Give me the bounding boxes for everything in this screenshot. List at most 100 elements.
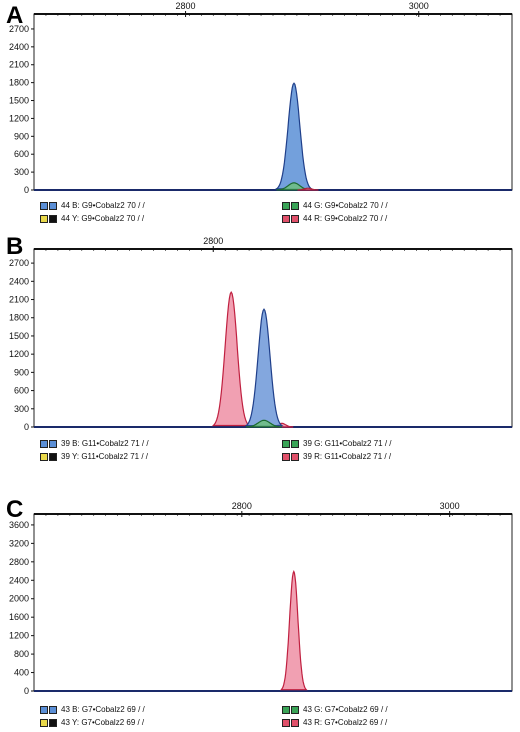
y-tick-label: 3200 (9, 538, 29, 548)
legend-swatch (291, 452, 299, 461)
legend-swatch (40, 214, 48, 223)
y-tick-label: 400 (14, 668, 29, 678)
legend-label: 44 Y: G9•Cobalz2 70 / / (61, 214, 145, 223)
y-tick-label: 1800 (9, 313, 29, 323)
legend-swatch (291, 718, 299, 727)
legend-swatch (291, 214, 299, 223)
legend-swatch (49, 718, 57, 727)
x-tick-label: 2800 (232, 501, 252, 511)
legend-swatch (49, 439, 57, 448)
y-tick-label: 1500 (9, 331, 29, 341)
legend-entry: 39 Y: G11•Cobalz2 71 / / (40, 452, 148, 461)
y-tick-label: 2700 (9, 258, 29, 268)
x-tick-label: 2800 (176, 1, 196, 11)
panel-label-c: C (6, 496, 24, 523)
y-tick-label: 2700 (9, 24, 29, 34)
x-tick-label: 3000 (440, 501, 460, 511)
y-tick-label: 900 (14, 131, 29, 141)
legend-swatch (282, 705, 290, 714)
panel-label-b: B (6, 233, 24, 260)
legend-entry: 43 G: G7•Cobalz2 69 / / (282, 705, 388, 714)
chart-panel-b: 2800 0 300 600 900 1200 1500 1800 2100 2400 2700 (9, 236, 513, 432)
panel-label-a: A (6, 2, 24, 29)
legend-swatch (40, 452, 48, 461)
legend-swatch (282, 439, 290, 448)
y-tick-label: 2800 (9, 557, 29, 567)
legend-entry: 44 Y: G9•Cobalz2 70 / / (40, 214, 144, 223)
legend-label: 43 R: G7•Cobalz2 69 / / (303, 718, 388, 727)
y-tick-label: 1600 (9, 612, 29, 622)
legend-label: 39 R: G11•Cobalz2 71 / / (303, 452, 392, 461)
legend-label: 44 B: G9•Cobalz2 70 / / (61, 201, 145, 210)
legend-swatch (49, 452, 57, 461)
peak (297, 187, 319, 191)
legend-swatch (40, 718, 48, 727)
legend-label: 39 Y: G11•Cobalz2 71 / / (61, 452, 149, 461)
chart-panel-c: 2800 3000 0 400 800 1200 1600 2000 2400 2800 3200 3… (9, 501, 513, 696)
x-tick-label: 2800 (203, 236, 223, 246)
legend-swatch (49, 705, 57, 714)
legend-label: 44 R: G9•Cobalz2 70 / / (303, 214, 388, 223)
plot-frame (33, 13, 513, 191)
legend-swatch (282, 214, 290, 223)
legend-entry: 39 G: G11•Cobalz2 71 / / (282, 439, 391, 448)
legend-label: 43 B: G7•Cobalz2 69 / / (61, 705, 145, 714)
legend-swatch (291, 439, 299, 448)
legend-label: 44 G: G9•Cobalz2 70 / / (303, 201, 388, 210)
legend-entry: 43 B: G7•Cobalz2 69 / / (40, 705, 145, 714)
legend-entry: 39 R: G11•Cobalz2 71 / / (282, 452, 391, 461)
y-tick-label: 2400 (9, 42, 29, 52)
legend-entry: 43 R: G7•Cobalz2 69 / / (282, 718, 387, 727)
legend-swatch (291, 201, 299, 210)
y-tick-label: 0 (24, 185, 29, 195)
legend-swatch (40, 439, 48, 448)
chart-panel-a: 2800 3000 0 300 600 900 1200 1500 1800 2100 2400 27… (9, 1, 513, 195)
y-tick-label: 1200 (9, 113, 29, 123)
legend-label: 43 G: G7•Cobalz2 69 / / (303, 705, 388, 714)
y-tick-label: 2100 (9, 295, 29, 305)
legend-swatch (282, 452, 290, 461)
y-tick-label: 800 (14, 649, 29, 659)
legend-swatch (49, 214, 57, 223)
legend-label: 39 G: G11•Cobalz2 71 / / (303, 439, 392, 448)
legend-entry: 44 B: G9•Cobalz2 70 / / (40, 201, 145, 210)
peak (274, 82, 314, 190)
y-tick-label: 2400 (9, 575, 29, 585)
y-tick-label: 2100 (9, 60, 29, 70)
y-tick-label: 600 (14, 386, 29, 396)
y-tick-label: 2400 (9, 276, 29, 286)
legend-swatch (49, 201, 57, 210)
legend-entry: 44 R: G9•Cobalz2 70 / / (282, 214, 387, 223)
legend-entry: 39 B: G11•Cobalz2 71 / / (40, 439, 149, 448)
peak (211, 291, 251, 427)
legend-swatch (291, 705, 299, 714)
legend-panel-c: 43 B: G7•Cobalz2 69 / / 43 Y: G7•Cobalz2 … (0, 702, 520, 732)
legend-label: 43 Y: G7•Cobalz2 69 / / (61, 718, 145, 727)
y-tick-label: 1800 (9, 78, 29, 88)
legend-label: 39 B: G11•Cobalz2 71 / / (61, 439, 149, 448)
y-tick-label: 900 (14, 367, 29, 377)
y-tick-label: 0 (24, 686, 29, 696)
legend-swatch (282, 718, 290, 727)
legend-entry: 44 G: G9•Cobalz2 70 / / (282, 201, 388, 210)
y-tick-label: 1500 (9, 96, 29, 106)
legend-panel-a: 44 B: G9•Cobalz2 70 / / 44 Y: G9•Cobalz2 … (0, 198, 520, 232)
legend-swatch (282, 201, 290, 210)
peak (246, 419, 282, 428)
y-tick-label: 600 (14, 149, 29, 159)
legend-entry: 43 Y: G7•Cobalz2 69 / / (40, 718, 144, 727)
y-tick-label: 0 (24, 422, 29, 432)
legend-swatch (40, 201, 48, 210)
peak (280, 569, 308, 691)
legend-swatch (40, 705, 48, 714)
y-tick-label: 1200 (9, 349, 29, 359)
y-tick-label: 1200 (9, 631, 29, 641)
legend-panel-b: 39 B: G11•Cobalz2 71 / / 39 Y: G11•Cobalz… (0, 436, 520, 470)
y-tick-label: 300 (14, 167, 29, 177)
y-tick-label: 3600 (9, 520, 29, 530)
y-tick-label: 300 (14, 404, 29, 414)
peak (244, 308, 284, 427)
plot-frame (33, 513, 513, 692)
y-tick-label: 2000 (9, 594, 29, 604)
x-tick-label: 3000 (409, 1, 429, 11)
